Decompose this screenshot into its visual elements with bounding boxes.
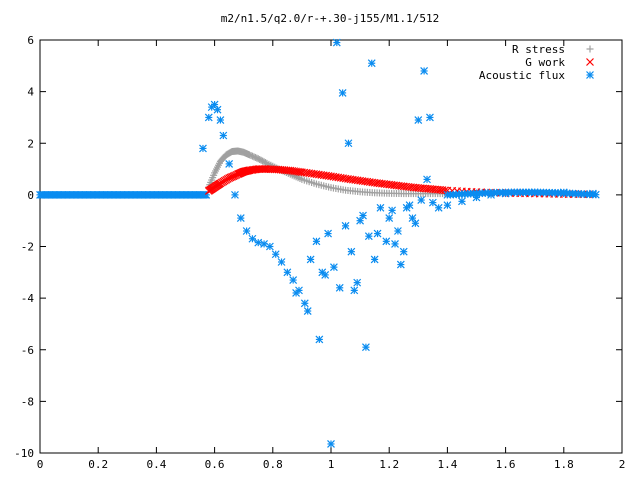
data-point (335, 283, 344, 292)
legend-marker (586, 45, 594, 53)
x-tick-label: 1.6 (496, 458, 516, 471)
y-tick-label: 6 (27, 34, 34, 47)
y-tick-label: -2 (21, 241, 34, 254)
data-point (434, 203, 443, 212)
data-point (324, 229, 333, 238)
data-point (443, 201, 452, 210)
data-point (399, 247, 408, 256)
data-point (271, 250, 280, 259)
data-point (420, 67, 429, 75)
data-point (394, 227, 402, 235)
axis-ticks: 0 0.2 0.4 0.6 0.8 1 1.2 1.4 1.6 1.8 2 6 4 2 0 -2 -4 -6 -8 -… (14, 34, 625, 471)
data-point (303, 307, 312, 315)
data-point (332, 38, 341, 47)
data-point (254, 238, 263, 247)
data-point (321, 270, 330, 279)
x-tick-label: 1.8 (554, 458, 574, 471)
data-point (213, 105, 222, 114)
data-point (591, 190, 600, 199)
data-point (199, 144, 207, 153)
x-tick-label: 0 (37, 458, 44, 471)
chart-title: m2/n1.5/q2.0/r-+.30-j155/M1.1/512 (221, 12, 440, 25)
data-point (364, 232, 373, 241)
data-marks (36, 38, 600, 448)
data-point (414, 116, 423, 124)
data-point (408, 214, 417, 223)
x-tick-label: 2 (619, 458, 626, 471)
data-point (353, 278, 362, 287)
data-point (283, 268, 292, 277)
data-point (458, 197, 466, 206)
x-tick-label: 0.6 (205, 458, 225, 471)
data-point (344, 139, 353, 148)
plot-frame (39, 39, 623, 454)
x-tick-label: 0.4 (146, 458, 166, 471)
legend-label: G work (525, 56, 565, 69)
data-point (219, 131, 228, 140)
data-point (385, 214, 394, 223)
y-tick-label: 4 (27, 86, 34, 99)
data-point (373, 229, 382, 238)
data-point (388, 206, 397, 215)
y-tick-label: 0 (27, 189, 34, 202)
legend-label: R stress (512, 43, 565, 56)
data-point (216, 116, 225, 124)
data-point (225, 159, 234, 168)
data-point (350, 286, 359, 295)
y-tick-label: -10 (14, 447, 34, 460)
data-point (382, 237, 391, 246)
x-tick-label: 1.2 (379, 458, 399, 471)
y-tick-label: 2 (27, 137, 34, 150)
data-point (356, 216, 365, 225)
legend-marker (586, 71, 594, 79)
data-point (262, 159, 270, 167)
x-tick-label: 0.2 (88, 458, 108, 471)
data-point (300, 299, 309, 308)
x-tick-label: 1.4 (437, 458, 457, 471)
data-point (329, 263, 338, 272)
data-point (402, 203, 411, 212)
data-point (396, 260, 405, 269)
y-tick-label: -6 (21, 344, 34, 357)
y-tick-label: -8 (21, 395, 34, 408)
y-tick-label: -4 (21, 292, 35, 305)
data-point (292, 289, 301, 297)
data-point (236, 214, 245, 223)
data-point (231, 190, 239, 199)
data-point (204, 113, 213, 122)
legend-label: Acoustic flux (479, 69, 565, 82)
data-point (265, 242, 274, 251)
data-point (327, 440, 335, 448)
data-point (277, 258, 286, 266)
data-point (391, 239, 399, 248)
data-point (361, 343, 370, 352)
data-point (312, 237, 321, 246)
data-point (242, 227, 251, 235)
data-point (423, 175, 431, 184)
data-point (376, 203, 385, 212)
data-point (370, 255, 379, 264)
x-tick-label: 1 (328, 458, 335, 471)
data-point (367, 59, 376, 68)
series-acoustic-flux (199, 38, 600, 448)
x-tick-label: 0.8 (263, 458, 283, 471)
data-point (417, 196, 426, 204)
data-point (306, 255, 315, 264)
data-point (426, 113, 434, 122)
data-point (315, 335, 324, 344)
data-point (248, 234, 257, 243)
legend-marker (586, 58, 594, 66)
data-point (289, 276, 298, 284)
data-point (347, 247, 356, 256)
data-point (341, 221, 350, 230)
series-r-stress (205, 147, 451, 198)
data-point (338, 88, 347, 97)
